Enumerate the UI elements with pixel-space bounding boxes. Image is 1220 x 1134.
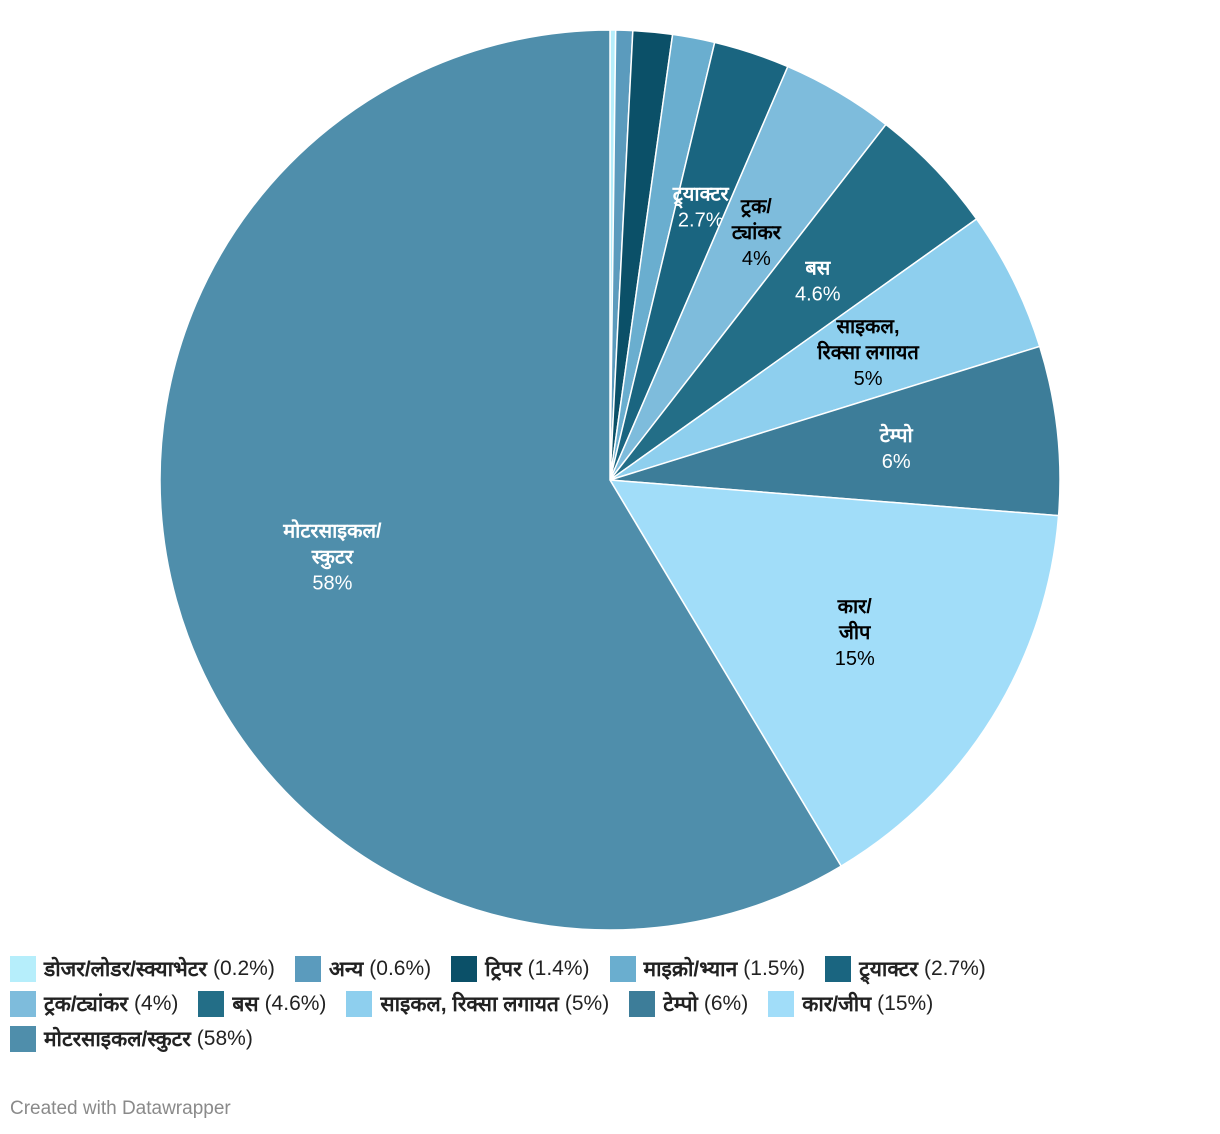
legend-swatch bbox=[451, 956, 478, 982]
legend-value: (6%) bbox=[703, 992, 749, 1015]
legend-value: (1.5%) bbox=[743, 957, 806, 980]
legend-value: (58%) bbox=[196, 1027, 253, 1050]
slice-label-value: 4% bbox=[742, 248, 771, 270]
slice-label-name: साइकल, रिक्सा लगायत bbox=[816, 316, 920, 364]
legend-name: बस bbox=[232, 993, 259, 1016]
chart: ट्र्याक्टर2.7% ट्रक/ट्यांकर 4% बस 4.6% साइकल,… bbox=[159, 29, 1061, 931]
legend-item: माइक्रो/भ्यान (1.5%) bbox=[609, 956, 806, 982]
legend-swatch bbox=[629, 991, 656, 1017]
slice-label-name: कार/जीप bbox=[837, 596, 873, 644]
legend-item: कार/जीप (15%) bbox=[768, 991, 933, 1017]
legend-item: ट्रिपर (1.4%) bbox=[451, 956, 590, 982]
legend-swatch bbox=[294, 956, 321, 982]
slice-label-name: ट्र्याक्टर bbox=[672, 184, 730, 210]
slice-label-value: 2.7% bbox=[678, 210, 724, 232]
legend-value: (4.6%) bbox=[264, 992, 327, 1015]
legend-value: (1.4%) bbox=[527, 957, 590, 980]
legend-value: (0.6%) bbox=[369, 957, 432, 980]
legend-name: कार/जीप bbox=[802, 993, 872, 1016]
legend-swatch bbox=[198, 991, 225, 1017]
legend-item: डोजर/लोडर/स्क्याभेटर (0.2%) bbox=[10, 956, 275, 982]
legend-item: बस (4.6%) bbox=[198, 991, 326, 1017]
slice-label-value: 15% bbox=[835, 648, 875, 670]
slice-label-name: बस bbox=[804, 258, 831, 280]
legend-swatch bbox=[346, 991, 373, 1017]
legend-item: टेम्पो (6%) bbox=[629, 991, 748, 1017]
footer: Created with Datawrapper bbox=[10, 1098, 231, 1119]
legend-value: (2.7%) bbox=[923, 957, 986, 980]
legend-name: साइकल, रिक्सा लगायत bbox=[380, 993, 559, 1016]
legend-swatch bbox=[609, 956, 636, 982]
legend-swatch bbox=[10, 991, 36, 1017]
pie-slice bbox=[609, 217, 1041, 481]
slice-label-value: 6% bbox=[882, 451, 911, 473]
legend-value: (4%) bbox=[134, 992, 179, 1015]
legend-name: डोजर/लोडर/स्क्याभेटर bbox=[44, 958, 207, 981]
legend-item: मोटरसाइकल/स्कुटर (58%) bbox=[10, 1026, 253, 1052]
legend: डोजर/लोडर/स्क्याभेटर (0.2%) अन्य (0.6%) ट्रि… bbox=[10, 956, 1160, 1052]
slice-label-value: 4.6% bbox=[795, 284, 841, 306]
slice-label-value: 58% bbox=[312, 573, 352, 595]
legend-name: ट्रक/ट्यांकर bbox=[44, 993, 129, 1016]
legend-value: (15%) bbox=[877, 992, 934, 1015]
legend-name: टेम्पो bbox=[663, 993, 698, 1016]
legend-name: माइक्रो/भ्यान bbox=[643, 958, 738, 981]
legend-swatch bbox=[768, 991, 795, 1017]
legend-item: ट्र्याक्टर (2.7%) bbox=[825, 956, 986, 982]
legend-name: मोटरसाइकल/स्कुटर bbox=[44, 1028, 191, 1051]
legend-swatch bbox=[10, 956, 36, 982]
legend-swatch bbox=[10, 1026, 36, 1052]
slice-label-name: मोटरसाइकल/स्कुटर bbox=[282, 519, 382, 570]
legend-name: ट्रिपर bbox=[485, 958, 522, 981]
legend-item: अन्य (0.6%) bbox=[294, 956, 432, 982]
legend-value: (5%) bbox=[564, 992, 610, 1015]
legend-swatch bbox=[825, 956, 852, 982]
pie-slice bbox=[159, 29, 843, 931]
legend-item: ट्रक/ट्यांकर (4%) bbox=[10, 991, 178, 1017]
slice-label-name: टेम्पो bbox=[879, 423, 914, 447]
legend-value: (0.2%) bbox=[212, 957, 275, 980]
slice-label-name: ट्रक/ट्यांकर bbox=[731, 196, 782, 244]
pie-slice bbox=[609, 345, 1061, 517]
legend-name: अन्य bbox=[328, 958, 364, 981]
legend-name: ट्र्याक्टर bbox=[859, 958, 918, 981]
pie-slice bbox=[608, 479, 1060, 868]
slice-label-value: 5% bbox=[854, 368, 883, 390]
legend-item: साइकल, रिक्सा लगायत (5%) bbox=[346, 991, 609, 1017]
